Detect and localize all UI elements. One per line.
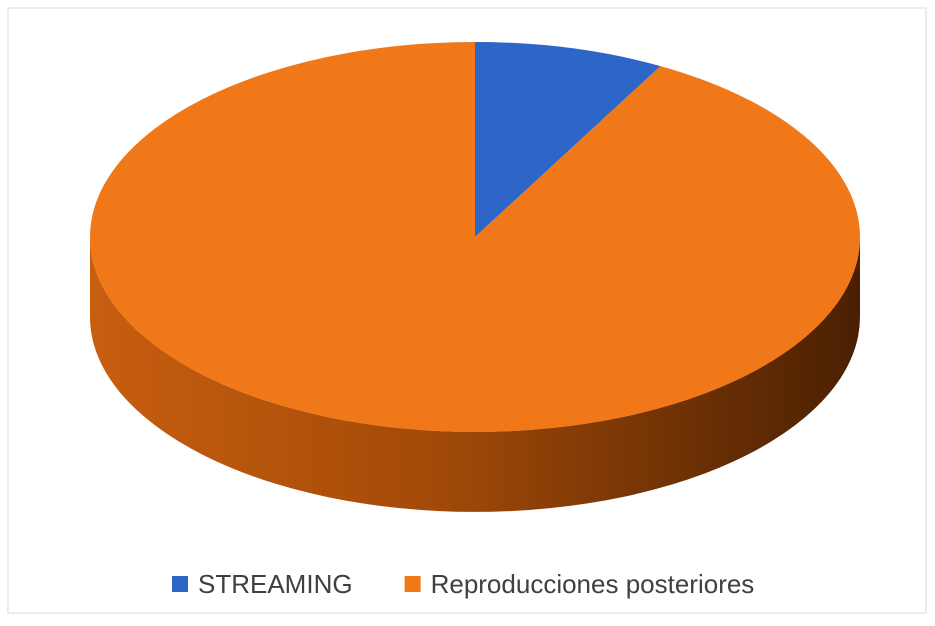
pie-side xyxy=(90,237,860,512)
pie-slice xyxy=(475,42,661,237)
legend-label: STREAMING xyxy=(198,569,353,599)
legend-label: Reproducciones posteriores xyxy=(431,569,755,599)
pie-slice xyxy=(89,42,860,432)
legend-swatch xyxy=(404,576,421,592)
legend-swatch xyxy=(172,576,188,592)
